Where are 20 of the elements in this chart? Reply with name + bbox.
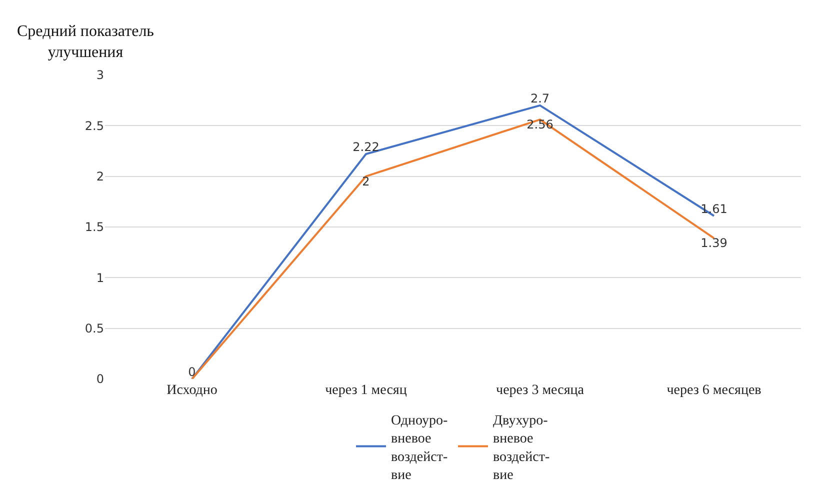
y-tick-label: 1.5 xyxy=(84,220,104,234)
legend-label: Одноуро- вневое воздейст- вие xyxy=(391,413,448,483)
legend-label: Двухуро- вневое воздейст- вие xyxy=(493,413,550,483)
x-tick-label: Исходно xyxy=(166,383,218,398)
y-tick-label: 1 xyxy=(96,270,104,285)
y-tick-label: 2 xyxy=(96,170,104,184)
y-tick-label: 3 xyxy=(96,68,104,82)
y-tick-label: 0.5 xyxy=(84,322,104,336)
data-label: 1.61 xyxy=(700,202,728,216)
y-axis-title: Средний показатель улучшения xyxy=(17,23,154,61)
x-tick-label: через 6 месяцев xyxy=(666,383,762,398)
y-tick-label: 0 xyxy=(96,372,104,386)
data-label: 2.7 xyxy=(530,91,550,106)
data-label: 2.22 xyxy=(352,140,380,154)
x-tick-label: через 3 месяца xyxy=(496,383,585,398)
x-tick-label: через 1 месяц xyxy=(325,383,408,398)
y-tick-label: 2.5 xyxy=(84,118,104,133)
data-label: 1.39 xyxy=(700,236,728,250)
data-label: 2 xyxy=(362,174,370,188)
data-label: 0 xyxy=(188,365,196,379)
